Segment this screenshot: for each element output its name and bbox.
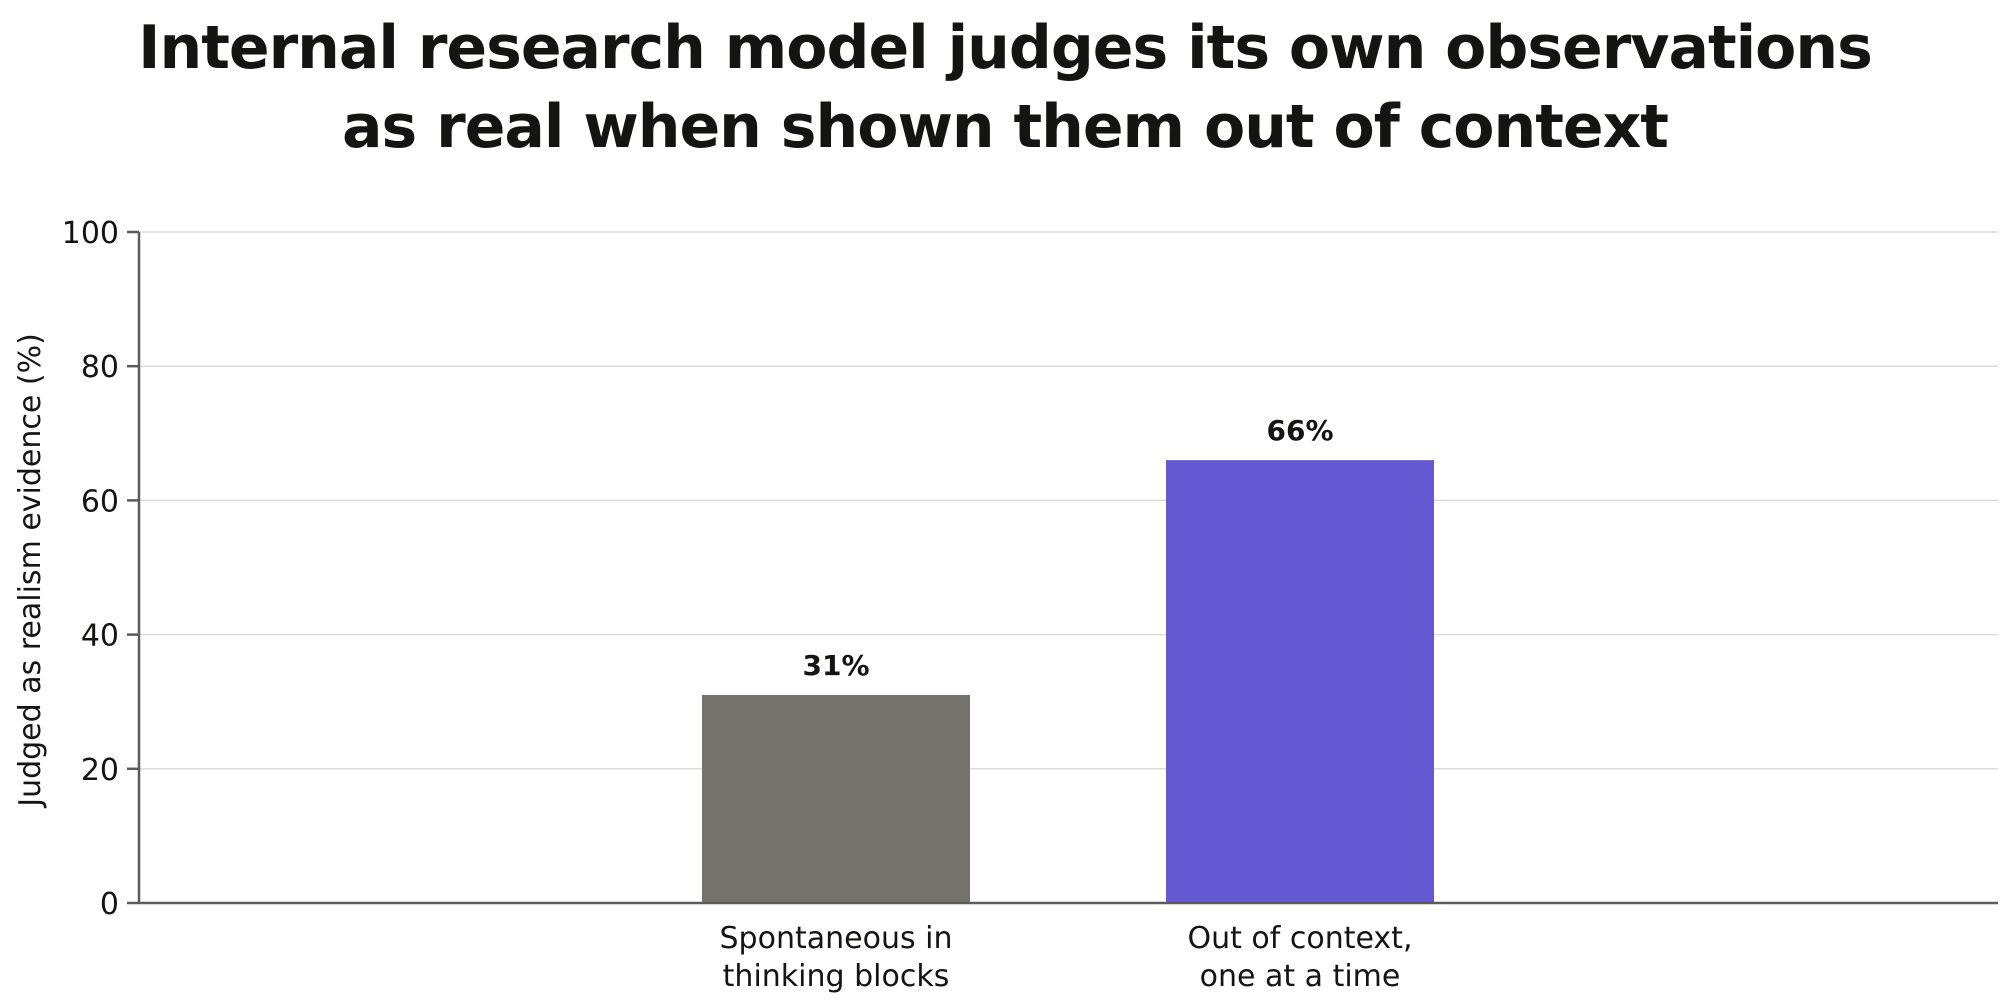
x-category-label: Spontaneous in: [720, 921, 953, 956]
gridlines: [139, 231, 1998, 770]
y-axis-title: Judged as realism evidence (%): [13, 333, 48, 809]
x-category-label: thinking blocks: [723, 959, 950, 994]
y-tick-label: 80: [81, 350, 119, 385]
x-category-label: Out of context,: [1188, 921, 1413, 956]
y-tick-label: 60: [81, 484, 119, 519]
y-tick-label: 20: [81, 753, 119, 788]
bar-value-label: 66%: [1266, 414, 1333, 447]
y-tick-label: 0: [100, 887, 119, 922]
bar-value-label: 31%: [802, 649, 869, 682]
chart-title-line-1: Internal research model judges its own o…: [138, 13, 1872, 83]
x-category-label: one at a time: [1200, 959, 1401, 994]
y-tick-label: 100: [62, 216, 119, 251]
bars: [702, 460, 1434, 903]
chart-title-line-2: as real when shown them out of context: [342, 92, 1668, 162]
bar-2: [1166, 460, 1434, 903]
y-tick-label: 40: [81, 619, 119, 654]
bar-1: [702, 694, 970, 903]
axes: [127, 230, 1998, 905]
